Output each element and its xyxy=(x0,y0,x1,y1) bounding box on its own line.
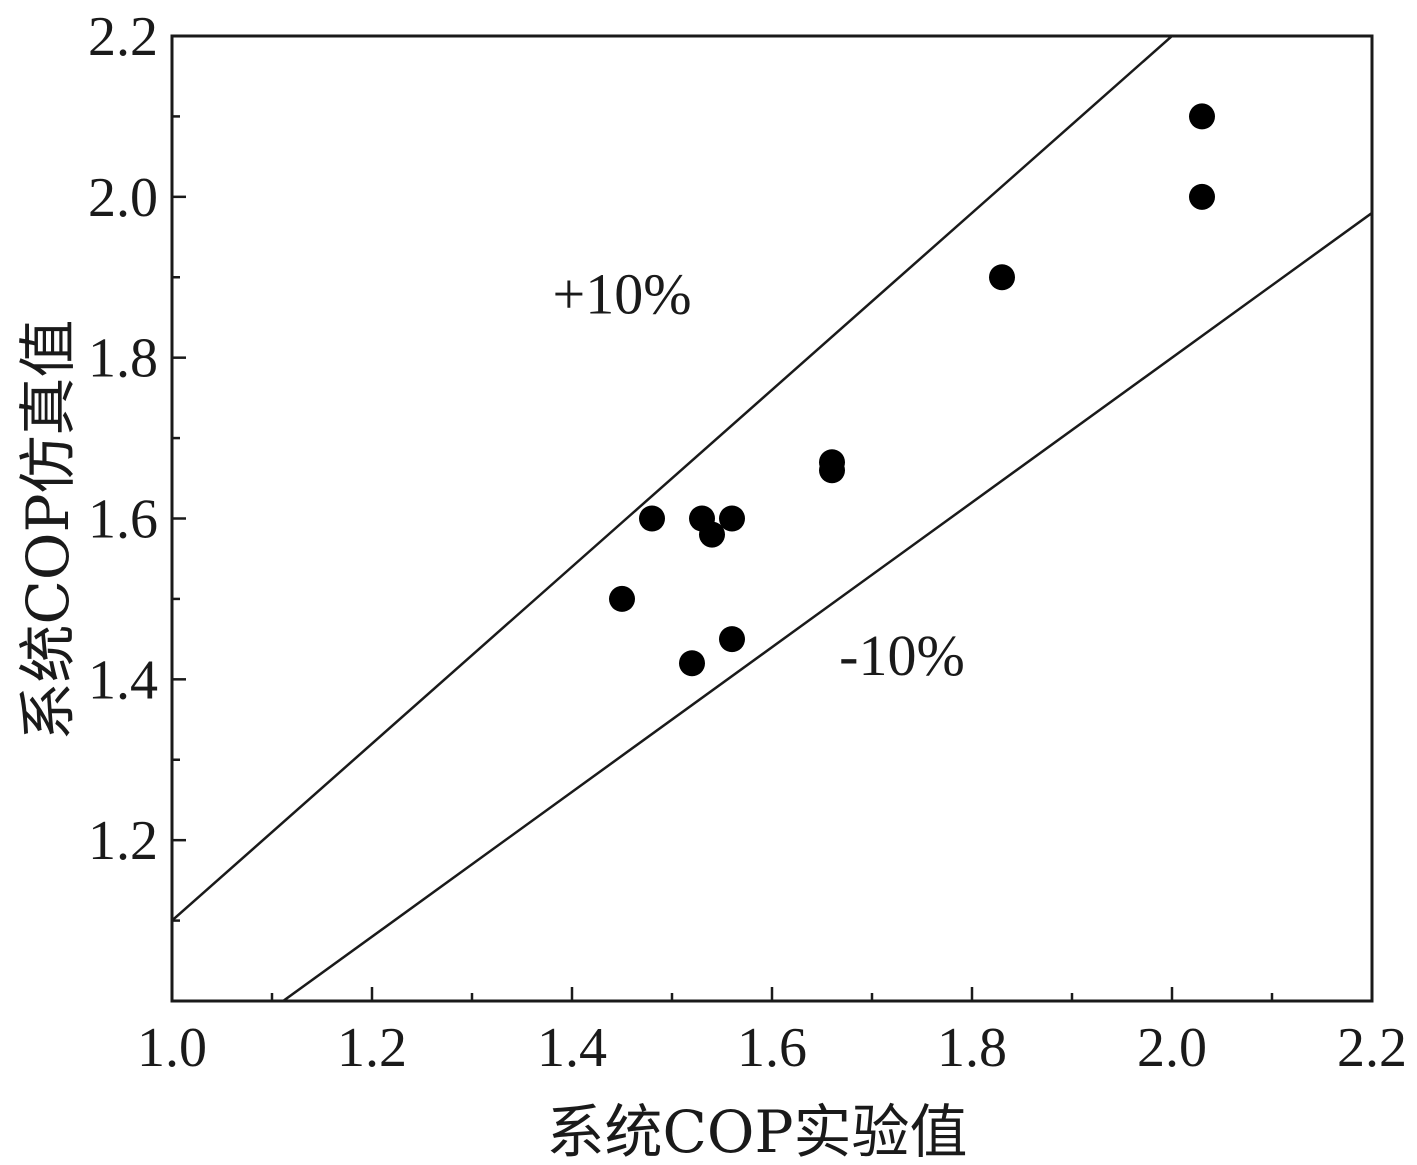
x-tick-label: 1.6 xyxy=(737,1017,807,1079)
x-tick-label: 1.4 xyxy=(537,1017,607,1079)
y-axis-title: 系统COP仿真值 xyxy=(14,320,82,741)
band-label: -10% xyxy=(839,623,965,688)
x-tick-label: 2.0 xyxy=(1137,1017,1207,1079)
data-point xyxy=(609,585,635,612)
y-tick-label: 1.2 xyxy=(88,810,158,872)
axis-ticks xyxy=(170,34,1374,1003)
data-points xyxy=(609,103,1215,677)
band-labels: +10% -10% xyxy=(552,261,964,688)
x-tick-label: 1.0 xyxy=(137,1017,207,1079)
data-point xyxy=(719,626,745,653)
reference-line-plus-10 xyxy=(172,36,1174,922)
data-point xyxy=(679,650,705,677)
data-point xyxy=(819,449,845,476)
y-tick-labels: 1.2 1.4 1.6 1.8 2.0 2.2 xyxy=(88,6,158,872)
data-point xyxy=(639,505,665,532)
data-point xyxy=(1189,103,1215,130)
reference-line-minus-10 xyxy=(280,211,1372,1001)
band-label: +10% xyxy=(552,261,691,326)
plot-frame xyxy=(170,34,1374,1003)
data-point xyxy=(719,505,745,532)
y-tick-label: 1.8 xyxy=(88,328,158,390)
x-tick-label: 1.2 xyxy=(337,1017,407,1079)
data-point xyxy=(989,264,1015,291)
data-point xyxy=(699,521,725,548)
x-tick-label: 2.2 xyxy=(1337,1017,1407,1079)
x-axis-title: 系统COP实验值 xyxy=(547,1098,968,1165)
x-tick-label: 1.8 xyxy=(937,1017,1007,1079)
data-point xyxy=(1189,183,1215,210)
reference-lines xyxy=(172,36,1372,1001)
y-tick-label: 2.2 xyxy=(88,6,158,68)
y-tick-label: 2.0 xyxy=(88,167,158,229)
y-tick-label: 1.4 xyxy=(88,649,158,711)
y-tick-label: 1.6 xyxy=(88,489,158,551)
x-tick-labels: 1.0 1.2 1.4 1.6 1.8 2.0 2.2 xyxy=(137,1017,1407,1079)
